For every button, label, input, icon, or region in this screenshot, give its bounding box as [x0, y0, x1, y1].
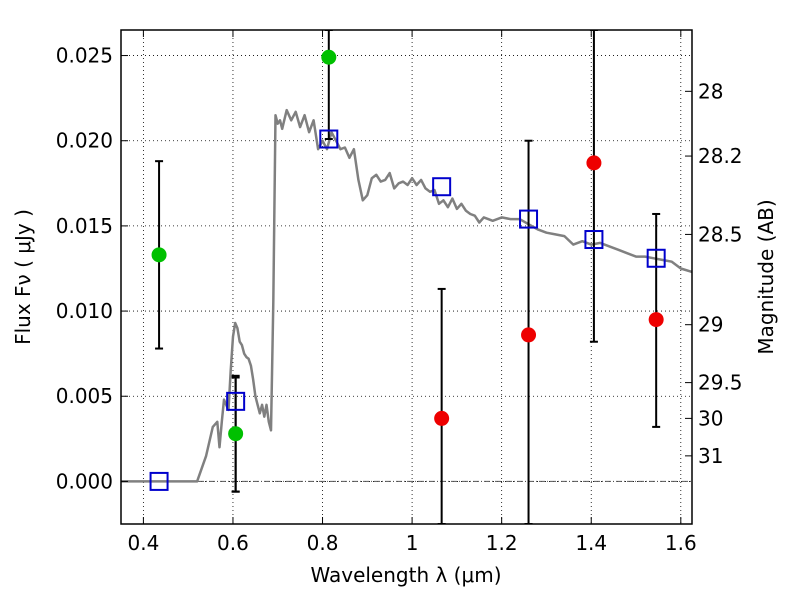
axis-ticks: 0.4 0.6 0.8 1 1.2 1.4 1.6 0.000 0.005 0.010 0.015 0…	[56, 30, 743, 555]
model-photometry-square	[584, 230, 604, 250]
upper-limit-point	[648, 312, 664, 328]
sed-line	[121, 108, 692, 483]
detection-point	[228, 426, 244, 442]
right-tick-label: 31	[698, 444, 723, 468]
y-axis-title: Flux Fν ( μJy )	[11, 209, 35, 345]
y-tick-label: 0.005	[56, 384, 113, 408]
right-tick-label: 29	[698, 313, 723, 337]
plot-area	[121, 30, 692, 524]
model-photometry-square	[149, 471, 169, 491]
model-photometry-square	[319, 129, 339, 149]
model-photometry-square	[519, 209, 539, 229]
right-tick-label: 28.5	[698, 222, 743, 246]
x-tick-label: 0.6	[217, 531, 249, 555]
y-tick-label: 0.010	[56, 299, 113, 323]
x-tick-label: 1.2	[486, 531, 518, 555]
detection-point	[321, 49, 337, 65]
x-tick-label: 1.4	[575, 531, 607, 555]
upper-limit-point	[521, 327, 537, 343]
detection-point	[151, 247, 167, 263]
x-tick-label: 1.6	[665, 531, 697, 555]
plot-frame	[120, 29, 693, 525]
upper-limit-point	[434, 410, 450, 426]
x-tick-label: 0.4	[127, 531, 159, 555]
right-tick-label: 29.5	[698, 371, 743, 395]
y-tick-label: 0.000	[56, 469, 113, 493]
x-axis-title: Wavelength λ (μm)	[310, 563, 501, 587]
y-tick-label: 0.020	[56, 129, 113, 153]
model-photometry-square	[646, 248, 666, 268]
model-photometry-square	[226, 391, 246, 411]
right-axis-title: Magnitude (AB)	[754, 199, 778, 354]
model-photometry-square	[432, 177, 452, 197]
right-tick-label: 28	[698, 79, 723, 103]
x-tick-label: 0.8	[307, 531, 339, 555]
right-tick-label: 28.2	[698, 144, 743, 168]
x-tick-label: 1	[406, 531, 419, 555]
y-tick-label: 0.015	[56, 214, 113, 238]
y-tick-label: 0.025	[56, 44, 113, 68]
upper-limit-point	[586, 155, 602, 171]
right-tick-label: 30	[698, 406, 723, 430]
